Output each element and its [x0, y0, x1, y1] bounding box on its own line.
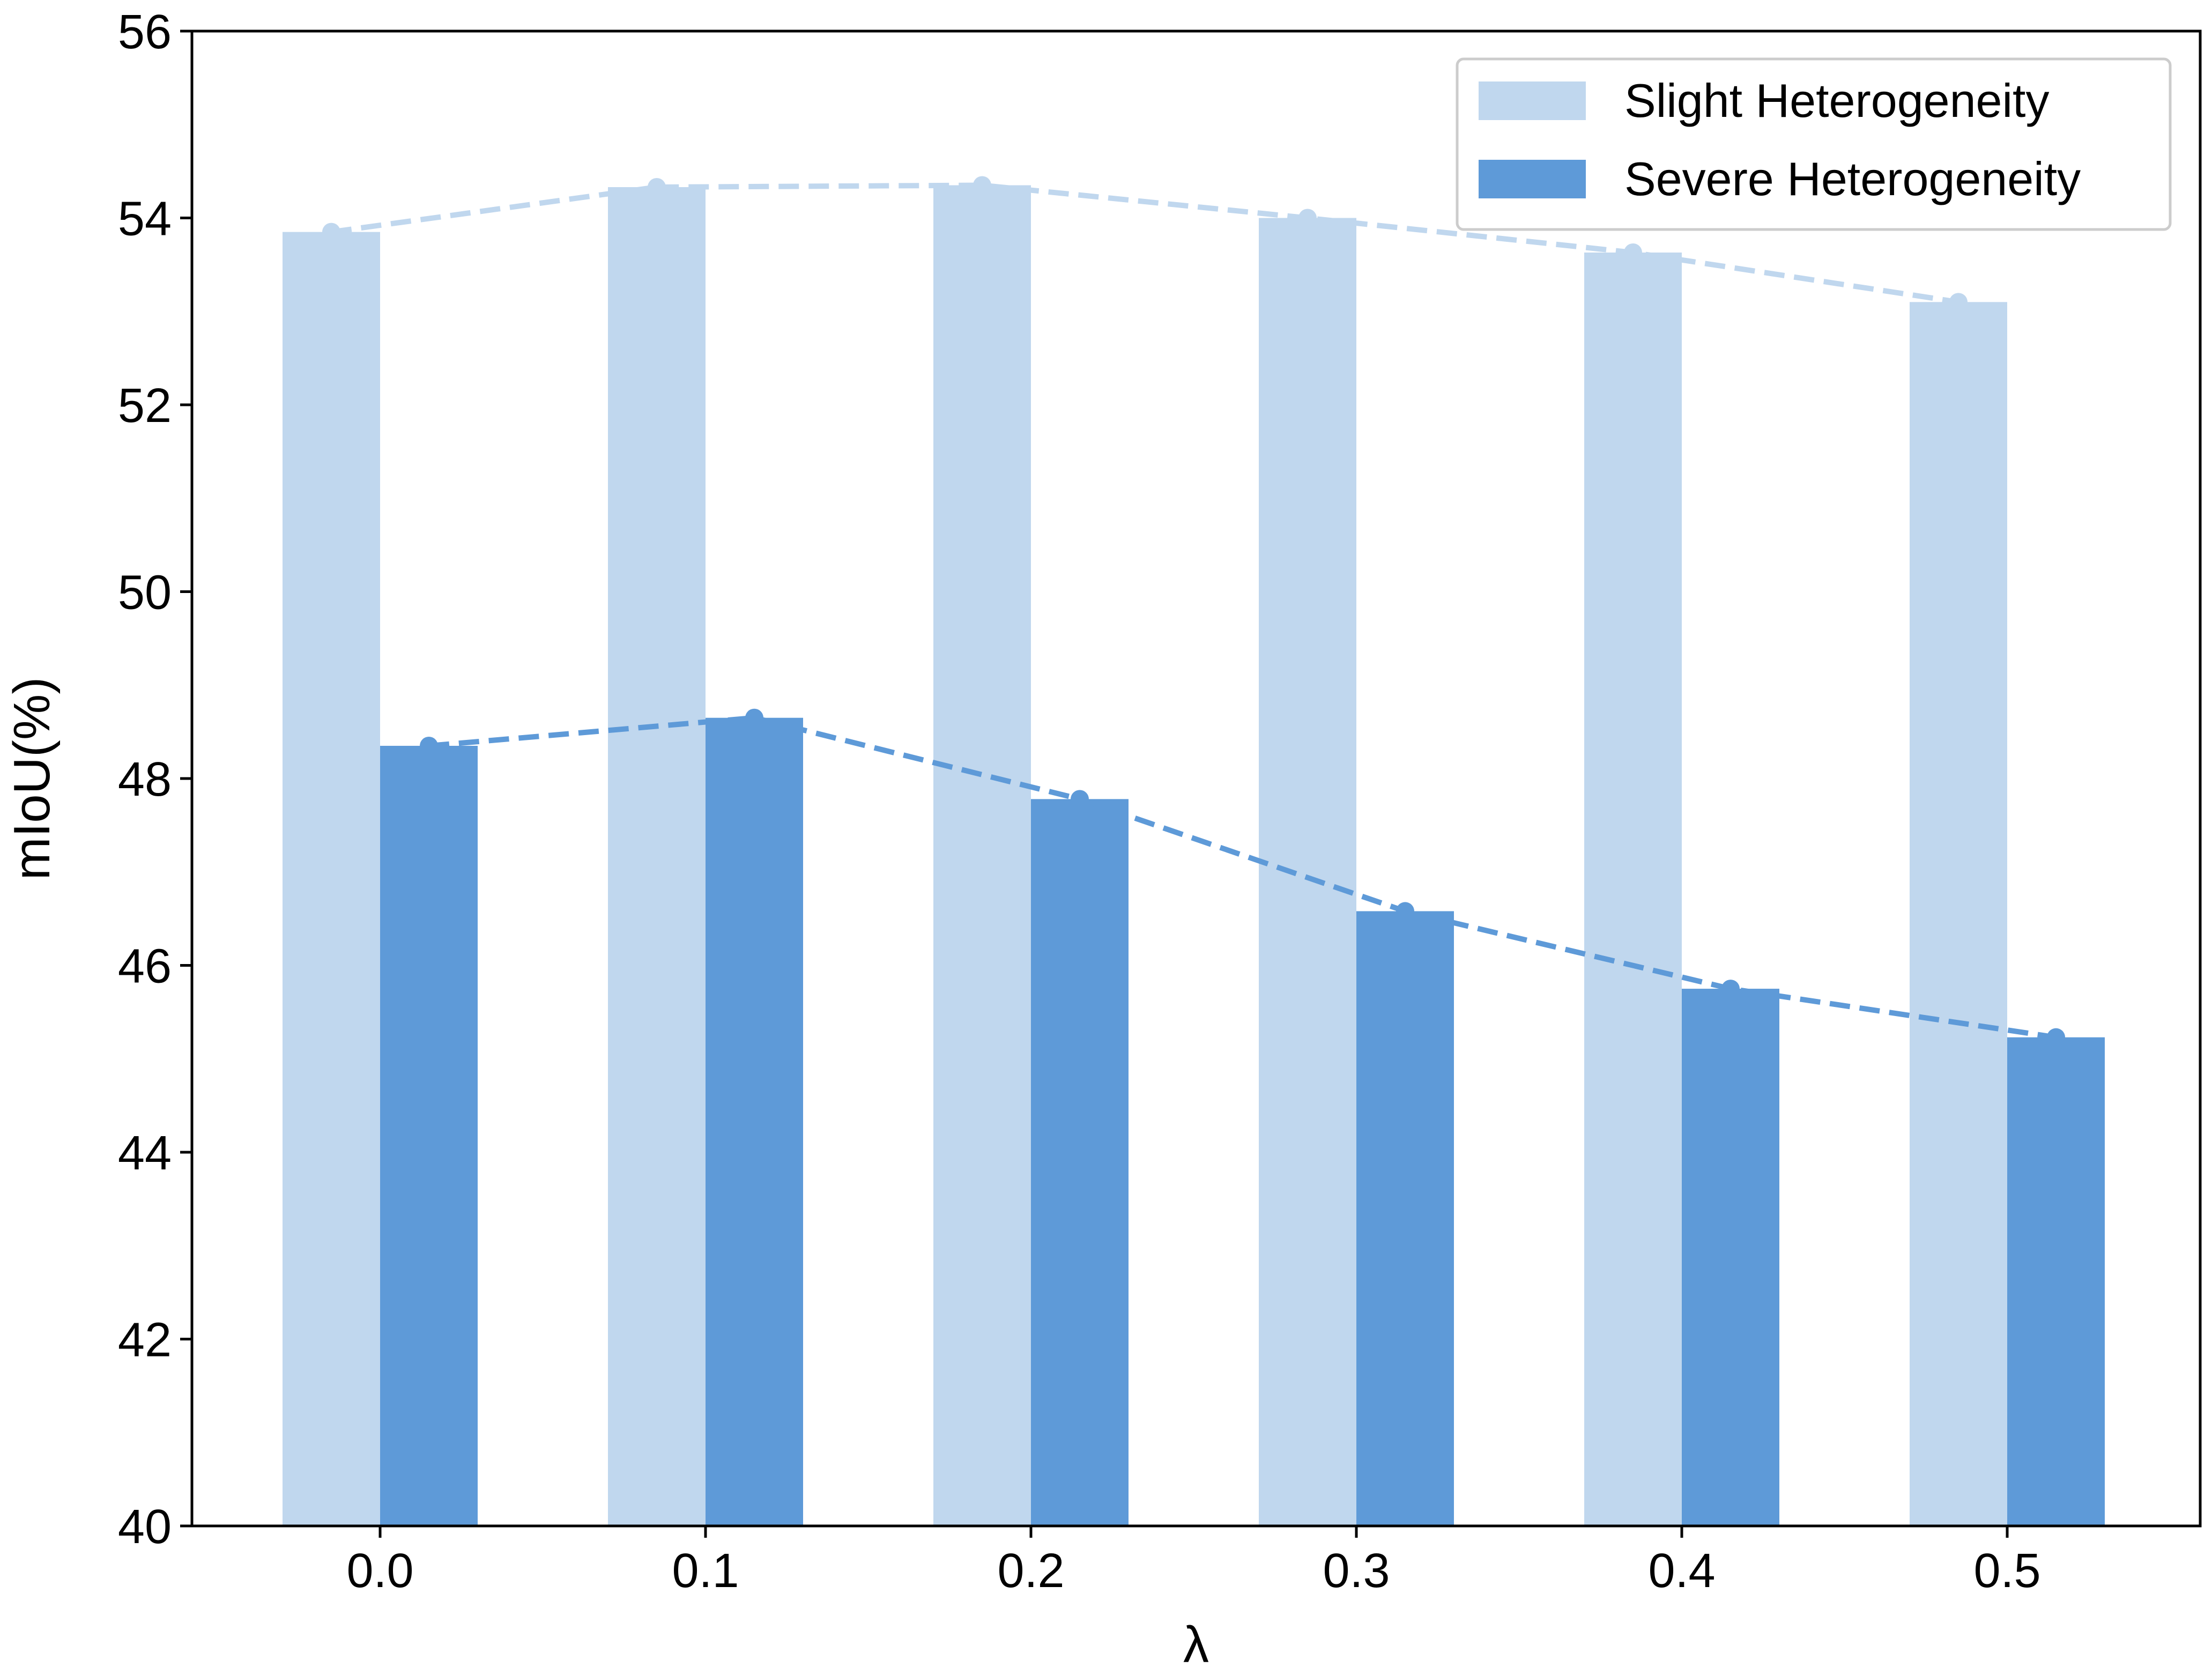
x-axis-label: λ	[1183, 1616, 1209, 1673]
y-tick-label: 52	[118, 379, 172, 433]
legend-label-slight: Slight Heterogeneity	[1624, 74, 2049, 127]
y-tick-label: 42	[118, 1314, 172, 1367]
bar-severe-0.4	[1682, 989, 1779, 1526]
bar-slight-0.2	[933, 185, 1031, 1526]
y-tick-label: 40	[118, 1500, 172, 1554]
legend-swatch-severe	[1479, 160, 1586, 198]
x-tick-label: 0.1	[672, 1544, 739, 1598]
marker-slight-0.2	[973, 176, 991, 195]
x-axis: 0.0 0.1 0.2 0.3 0.4 0.5	[346, 1526, 2041, 1598]
trend-lines-layer	[322, 176, 2065, 1047]
bar-slight-0.4	[1584, 252, 1682, 1526]
y-axis: 40 42 44 46 48 50 52 54 56	[118, 5, 192, 1554]
trend-line-severe	[428, 715, 2057, 1040]
y-tick-label: 54	[118, 192, 172, 246]
y-tick-label: 50	[118, 566, 172, 620]
bar-severe-0.2	[1031, 799, 1129, 1526]
marker-severe-0.1	[745, 708, 763, 727]
marker-slight-0.5	[1949, 293, 1968, 312]
bar-slight-0.0	[283, 232, 380, 1526]
marker-slight-0.3	[1298, 209, 1317, 227]
bars-layer	[283, 185, 2105, 1526]
marker-slight-0.0	[322, 223, 340, 241]
marker-severe-0.5	[2047, 1028, 2065, 1047]
marker-severe-0.3	[1396, 902, 1414, 921]
marker-severe-0.2	[1071, 790, 1089, 809]
marker-slight-0.1	[648, 177, 666, 196]
legend-frame	[1456, 57, 2172, 231]
legend-swatch-slight	[1479, 81, 1586, 120]
marker-slight-0.4	[1624, 243, 1642, 262]
marker-severe-0.4	[1721, 980, 1740, 998]
trend-line-slight	[331, 182, 1959, 305]
bar-slight-0.3	[1259, 218, 1356, 1526]
x-tick-label: 0.0	[346, 1544, 413, 1598]
y-axis-label: mIoU(%)	[3, 677, 61, 880]
bar-slight-0.5	[1910, 302, 2007, 1526]
y-tick-label: 44	[118, 1126, 172, 1180]
legend: Slight Heterogeneity Severe Heterogeneit…	[1456, 57, 2172, 231]
y-tick-label: 56	[118, 5, 172, 59]
x-tick-label: 0.3	[1323, 1544, 1390, 1598]
x-tick-label: 0.2	[997, 1544, 1064, 1598]
legend-label-severe: Severe Heterogeneity	[1624, 152, 2081, 205]
bar-severe-0.3	[1356, 911, 1454, 1526]
y-tick-label: 46	[118, 940, 172, 994]
y-tick-label: 48	[118, 753, 172, 806]
x-tick-label: 0.4	[1648, 1544, 1715, 1598]
marker-severe-0.0	[420, 737, 438, 755]
x-tick-label: 0.5	[1973, 1544, 2040, 1598]
bar-slight-0.1	[608, 187, 706, 1526]
bar-severe-0.0	[380, 746, 478, 1526]
bar-severe-0.1	[706, 717, 803, 1526]
plot-frame	[190, 29, 2202, 1528]
bar-severe-0.5	[2007, 1037, 2105, 1526]
